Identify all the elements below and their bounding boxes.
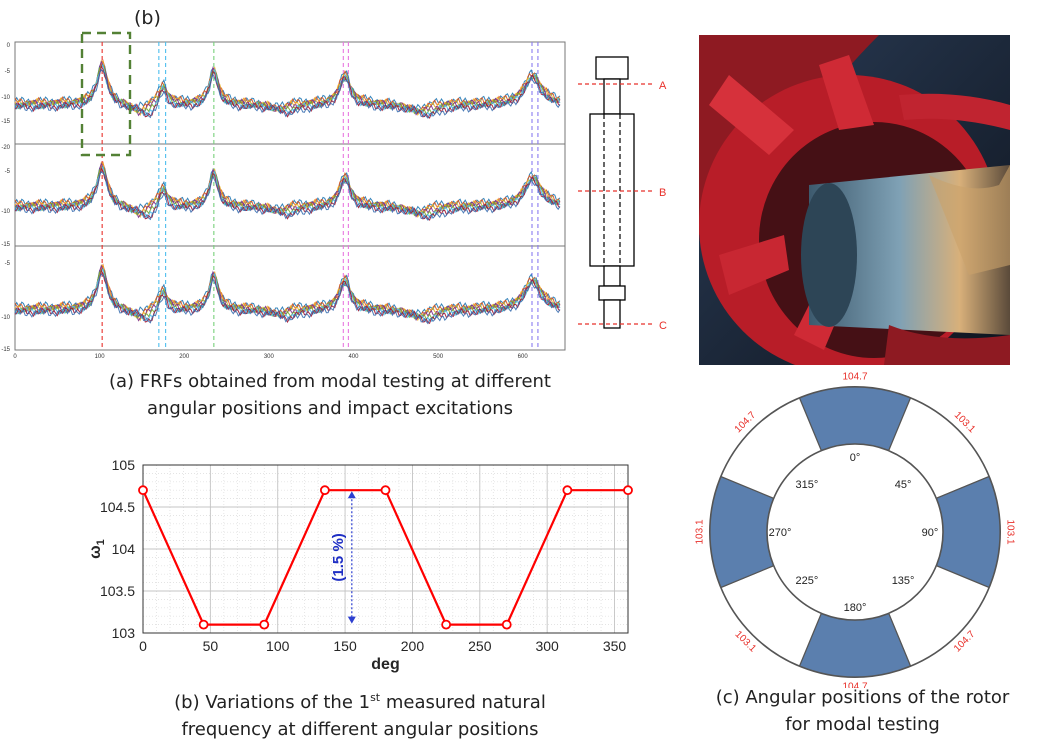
frf-curve	[14, 170, 561, 222]
inner-circle	[766, 443, 944, 621]
arrow-head-up	[347, 491, 356, 499]
frf-highlight-box	[80, 31, 132, 157]
rotor-top-flange	[595, 56, 629, 80]
frf-ytick-label: -10	[1, 95, 10, 101]
section-label-b: B	[659, 187, 666, 199]
rotor-bottom-collar	[598, 285, 626, 301]
frf-curve	[14, 63, 561, 118]
frf-xtick-label: 300	[264, 354, 275, 360]
data-point	[259, 619, 270, 630]
y-tick-label: 103.5	[100, 583, 135, 599]
y-tick-label: 105	[112, 457, 136, 473]
frf-plot-area: 0-5-10-15-20-5-10-15-5-10-150 100 200 300 40…	[1, 31, 566, 360]
x-tick-label: 50	[203, 638, 219, 654]
frf-curve	[14, 64, 561, 119]
angular-positions-diagram: 0° 45° 90° 135° 180° 225° 270° 315° 104.7 103.1 10…	[695, 372, 1016, 688]
caption-b: (b) Variations of the 1st measured natur…	[174, 691, 546, 740]
frf-curve	[14, 267, 561, 323]
frf-xtick-label: 0	[13, 354, 17, 360]
angle-label: 315°	[796, 479, 819, 491]
data-point	[441, 619, 452, 630]
data-point	[198, 619, 209, 630]
frf-b-marker: (b)	[134, 7, 161, 29]
frf-xtick-label: 500	[433, 354, 444, 360]
rotor-body	[589, 113, 635, 267]
frf-curve	[14, 269, 561, 325]
frf-curve	[14, 166, 561, 221]
x-tick-label: 350	[603, 638, 627, 654]
frf-curve	[14, 273, 561, 325]
y-tick-label: 104.5	[100, 499, 135, 515]
frf-ytick-label: 0	[7, 43, 11, 49]
data-point	[623, 485, 633, 496]
y-tick-label: 103	[112, 625, 136, 641]
angle-label: 45°	[895, 479, 912, 491]
frf-ytick-label: -10	[1, 209, 10, 215]
y-tick-label: 104	[112, 541, 136, 557]
section-label-c: C	[659, 320, 667, 332]
data-point	[380, 485, 391, 496]
data-point	[319, 485, 330, 496]
rotor-photo	[699, 35, 1010, 365]
natural-frequency-chart: 0 50 100 150 200 250 300 350 103 103.5 104 104.5 105…	[87, 457, 633, 673]
angle-label: 180°	[844, 602, 867, 614]
frf-ytick-label: -5	[5, 69, 11, 75]
frf-xtick-label: 200	[179, 354, 190, 360]
data-point	[501, 619, 512, 630]
rotor-end-shaft	[603, 299, 621, 329]
x-tick-label: 150	[333, 638, 357, 654]
frf-ytick-label: -15	[1, 242, 10, 248]
caption-c: (c) Angular positions of the rotor for m…	[715, 687, 1010, 735]
plot-frame	[142, 464, 629, 634]
rotor-lower-shaft	[603, 265, 621, 287]
percent-annotation: (1.5 %)	[330, 533, 347, 581]
frf-ytick-label: -10	[1, 315, 10, 321]
x-tick-label: 250	[468, 638, 492, 654]
angle-label: 90°	[922, 527, 939, 539]
angle-label: 0°	[850, 452, 861, 464]
frf-curve	[14, 165, 561, 220]
data-point	[562, 485, 573, 496]
x-tick-label: 300	[535, 638, 559, 654]
sector-value-label: 103.1	[1004, 519, 1015, 544]
x-axis-label: deg	[371, 656, 399, 673]
frf-xtick-label: 400	[348, 354, 359, 360]
frf-ytick-label: -15	[1, 347, 10, 353]
frf-frame	[14, 41, 566, 351]
frf-curve	[14, 68, 561, 120]
frf-xtick-label: 600	[518, 354, 529, 360]
x-tick-label: 200	[401, 638, 425, 654]
sector-value-label: 104.7	[842, 372, 867, 383]
frf-xtick-label: 100	[95, 354, 106, 360]
arrow-head-down	[347, 616, 356, 624]
caption-a: (a) FRFs obtained from modal testing at …	[109, 371, 551, 419]
rotor-schematic: A B C	[578, 56, 667, 332]
angle-label: 270°	[769, 527, 792, 539]
sector-value-label: 103.1	[695, 519, 706, 544]
section-label-a: A	[659, 80, 667, 92]
sector-value-label: 104.7	[842, 682, 867, 688]
angle-label: 135°	[892, 575, 915, 587]
frf-ytick-label: -5	[5, 169, 11, 175]
x-tick-label: 0	[139, 638, 147, 654]
frf-ytick-label: -5	[5, 261, 11, 267]
frf-ytick-label: -15	[1, 119, 10, 125]
x-tick-label: 100	[266, 638, 290, 654]
y-axis-label: ω1	[87, 539, 107, 559]
frf-ytick-label: -20	[1, 145, 10, 151]
angle-label: 225°	[796, 575, 819, 587]
data-point	[138, 485, 148, 496]
